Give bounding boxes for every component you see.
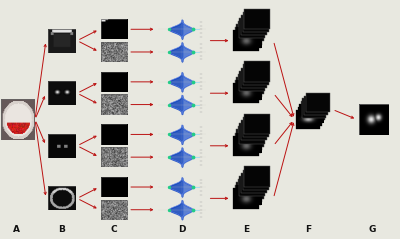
FancyBboxPatch shape bbox=[241, 173, 267, 193]
FancyBboxPatch shape bbox=[239, 123, 266, 143]
FancyBboxPatch shape bbox=[234, 132, 261, 153]
FancyBboxPatch shape bbox=[239, 71, 266, 91]
FancyBboxPatch shape bbox=[302, 98, 326, 118]
FancyBboxPatch shape bbox=[233, 31, 259, 51]
FancyBboxPatch shape bbox=[239, 18, 266, 38]
FancyBboxPatch shape bbox=[234, 80, 261, 100]
Text: E: E bbox=[243, 225, 249, 234]
Text: F: F bbox=[305, 225, 311, 234]
FancyBboxPatch shape bbox=[236, 24, 262, 44]
FancyBboxPatch shape bbox=[304, 96, 328, 115]
Text: C: C bbox=[111, 225, 117, 234]
FancyBboxPatch shape bbox=[296, 110, 320, 129]
FancyBboxPatch shape bbox=[241, 120, 267, 141]
Text: B: B bbox=[58, 225, 66, 234]
FancyBboxPatch shape bbox=[242, 117, 269, 137]
FancyBboxPatch shape bbox=[244, 166, 270, 187]
FancyBboxPatch shape bbox=[244, 9, 270, 29]
FancyBboxPatch shape bbox=[299, 104, 323, 123]
FancyBboxPatch shape bbox=[233, 83, 259, 103]
FancyBboxPatch shape bbox=[236, 130, 262, 150]
FancyBboxPatch shape bbox=[233, 136, 259, 156]
FancyBboxPatch shape bbox=[301, 101, 325, 120]
FancyBboxPatch shape bbox=[236, 77, 262, 97]
FancyBboxPatch shape bbox=[238, 74, 264, 94]
FancyBboxPatch shape bbox=[238, 21, 264, 42]
FancyBboxPatch shape bbox=[242, 170, 269, 190]
FancyBboxPatch shape bbox=[242, 65, 269, 85]
FancyBboxPatch shape bbox=[236, 182, 262, 202]
FancyBboxPatch shape bbox=[234, 27, 261, 48]
Text: G: G bbox=[368, 225, 376, 234]
FancyBboxPatch shape bbox=[244, 114, 270, 134]
FancyBboxPatch shape bbox=[306, 93, 330, 112]
FancyBboxPatch shape bbox=[241, 67, 267, 88]
Text: A: A bbox=[12, 225, 20, 234]
FancyBboxPatch shape bbox=[298, 107, 322, 126]
Text: D: D bbox=[178, 225, 186, 234]
FancyBboxPatch shape bbox=[238, 179, 264, 199]
FancyBboxPatch shape bbox=[242, 12, 269, 32]
FancyBboxPatch shape bbox=[239, 176, 266, 196]
FancyBboxPatch shape bbox=[233, 188, 259, 208]
FancyBboxPatch shape bbox=[241, 15, 267, 35]
FancyBboxPatch shape bbox=[244, 61, 270, 82]
FancyBboxPatch shape bbox=[238, 126, 264, 147]
FancyBboxPatch shape bbox=[234, 185, 261, 205]
